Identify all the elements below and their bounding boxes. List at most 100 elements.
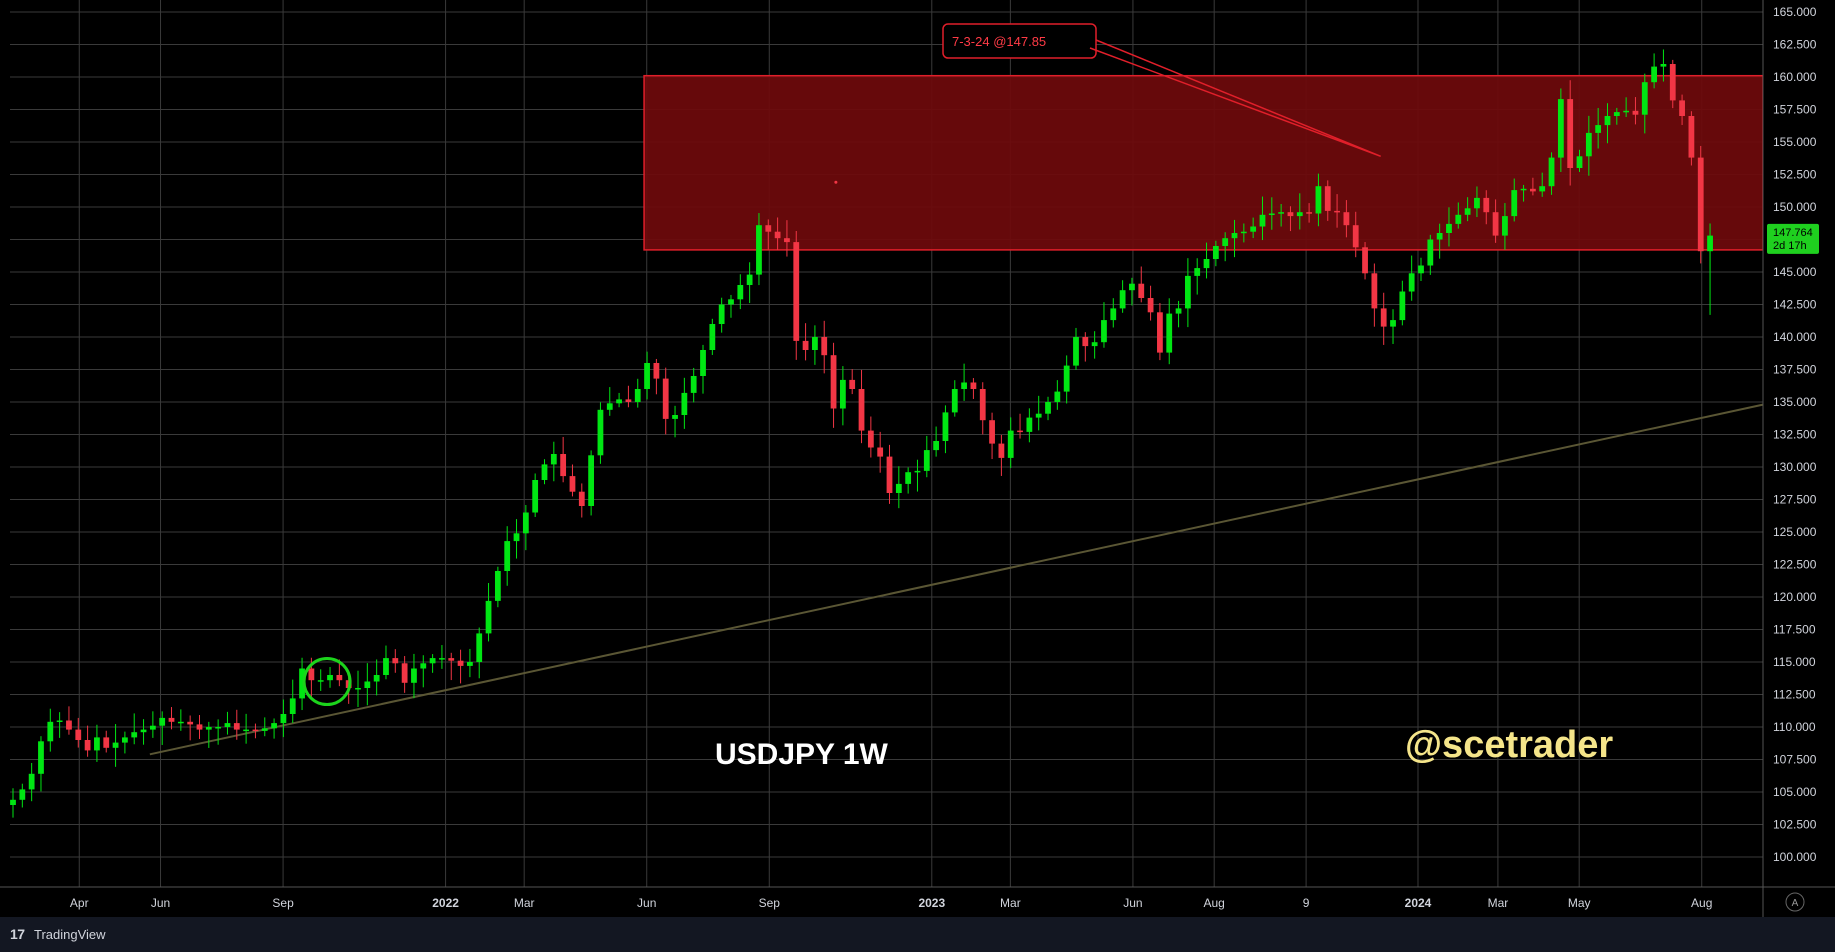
candle-body [737, 285, 744, 300]
y-tick-label: 122.500 [1773, 558, 1817, 572]
time-axis-panel[interactable] [0, 887, 1835, 917]
price-axis-panel[interactable] [1763, 0, 1835, 917]
candle-body [933, 441, 940, 451]
candle-body [979, 389, 986, 421]
annotation-box[interactable] [942, 23, 1097, 59]
candle-body [28, 773, 35, 790]
candle-body [420, 663, 427, 669]
y-tick-label: 117.500 [1773, 623, 1816, 637]
candle-body [1632, 110, 1639, 115]
candle-body [662, 378, 669, 419]
candle-body [1511, 190, 1518, 217]
x-tick-label: May [1568, 896, 1591, 910]
candle-body [970, 382, 977, 389]
candle-body [923, 450, 930, 471]
candle-body [1035, 413, 1042, 418]
candle-body [215, 727, 222, 729]
candle-body [336, 675, 343, 681]
candle-body [1315, 186, 1322, 214]
candle-body [1110, 308, 1117, 321]
candle-body [494, 571, 501, 601]
candle-body [802, 340, 809, 350]
x-tick-label: Aug [1691, 896, 1712, 910]
candle-body [756, 225, 762, 275]
candle-body [56, 720, 63, 722]
candle-body [839, 379, 846, 409]
candle-body [1203, 259, 1210, 269]
candle-body [1567, 99, 1574, 168]
candle-body [1585, 132, 1592, 157]
candle-body [1166, 313, 1173, 353]
autoscale-icon: A [1792, 898, 1799, 909]
candle-body [606, 403, 613, 410]
x-tick-label: Mar [1488, 896, 1509, 910]
candle-body [1502, 216, 1508, 236]
candle-body [1175, 308, 1182, 314]
candle-body [1576, 156, 1583, 168]
candle-body [1007, 430, 1014, 458]
x-tick-label: Jun [637, 896, 656, 910]
x-tick-label: Mar [514, 896, 535, 910]
candle-body [1623, 110, 1630, 113]
candle-body [1399, 291, 1406, 321]
candle-body [1436, 233, 1443, 240]
candle-body [1371, 273, 1378, 309]
resistance-zone[interactable] [643, 74, 1764, 251]
candle-body [700, 350, 706, 376]
annotation-layer[interactable]: 7-3-24 @147.85 [942, 23, 1381, 158]
annotation-text: 7-3-24 @147.85 [952, 34, 1046, 49]
candle-body [280, 714, 287, 724]
candle-body [728, 299, 734, 305]
y-tick-label: 165.000 [1773, 5, 1817, 19]
x-tick-label: Mar [1000, 896, 1021, 910]
candle-body [1306, 212, 1312, 214]
candle-body [895, 483, 902, 493]
candle-body [1129, 283, 1135, 291]
candle-body [1464, 208, 1471, 215]
candle-body [1483, 197, 1490, 213]
candle-body [812, 337, 818, 350]
candle-body [569, 476, 576, 492]
price-tag-box [1767, 223, 1819, 254]
candle-body [149, 725, 156, 730]
candle-body [1343, 212, 1350, 226]
candle-body [122, 737, 128, 743]
candle-body [1669, 64, 1676, 101]
candle-body [858, 389, 865, 431]
candle-body [765, 225, 772, 232]
candle-body [485, 600, 492, 634]
candle-body [327, 675, 333, 681]
candle-body [513, 533, 520, 542]
autoscale-button[interactable] [1785, 892, 1805, 912]
candle-body [877, 447, 884, 457]
candle-body [177, 721, 184, 724]
candle-body [1455, 214, 1462, 224]
candle-body [989, 420, 995, 444]
grid-layer [10, 0, 1763, 887]
y-tick-label: 125.000 [1773, 525, 1817, 539]
candle-body [439, 658, 445, 660]
y-tick-label: 127.500 [1773, 493, 1817, 507]
candle-body [1184, 275, 1191, 309]
candle-body [1147, 298, 1154, 313]
candle-body [541, 464, 548, 480]
x-tick-label: Jun [151, 896, 170, 910]
candle-body [205, 727, 212, 730]
highlight-circle[interactable] [302, 657, 352, 706]
tradingview-logo-icon[interactable]: 17 [10, 926, 25, 942]
candle-body [1268, 213, 1275, 215]
candle-body [550, 454, 557, 465]
candle-body [467, 662, 473, 666]
trendline[interactable] [149, 403, 1764, 756]
x-tick-label: 2024 [1405, 896, 1432, 910]
candle-body [1240, 231, 1247, 234]
tradingview-brand[interactable]: TradingView [34, 927, 106, 942]
candle-body [690, 376, 697, 393]
candle-body [1548, 157, 1555, 187]
candle-body [1119, 290, 1126, 309]
candle-body [709, 324, 716, 350]
y-tick-label: 132.500 [1773, 428, 1817, 442]
candle-body [1446, 223, 1452, 233]
axis-layer[interactable]: 165.000 162.500 160.000 157.500 155.000 152.5… [0, 0, 1835, 917]
high-marker [834, 180, 838, 184]
